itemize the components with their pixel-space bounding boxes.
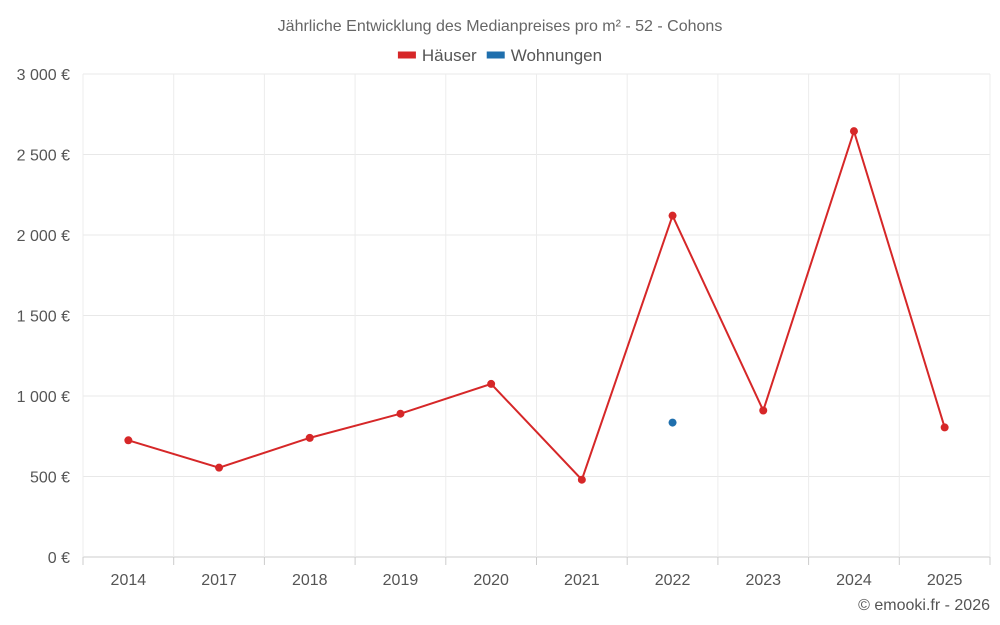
grid <box>82 73 991 558</box>
chart-title: Jährliche Entwicklung des Medianpreises … <box>278 18 723 35</box>
y-tick-label: 1 000 € <box>17 389 70 406</box>
data-point[interactable] <box>577 475 586 484</box>
legend-swatch <box>486 51 505 59</box>
x-tick-label: 2021 <box>564 572 600 589</box>
x-tick-label: 2022 <box>655 572 691 589</box>
data-point[interactable] <box>759 406 768 415</box>
x-tick-label: 2019 <box>383 572 419 589</box>
data-point[interactable] <box>668 211 677 220</box>
data-point[interactable] <box>396 409 405 418</box>
x-tick-label: 2024 <box>836 572 872 589</box>
x-axis: 2014 2017 2018 2019 2020 2021 2022 2023 2024 2025 <box>82 557 991 589</box>
series-line-0 <box>128 127 946 482</box>
y-tick-label: 2 000 € <box>17 228 70 245</box>
y-tick-label: 3 000 € <box>17 67 70 84</box>
y-tick-label: 2 500 € <box>17 148 70 165</box>
x-tick-label: 2020 <box>473 572 509 589</box>
x-tick-label: 2014 <box>111 572 147 589</box>
x-tick-label: 2025 <box>927 572 963 589</box>
data-point[interactable] <box>940 423 949 432</box>
data-point[interactable] <box>849 127 858 136</box>
data-point[interactable] <box>124 436 133 445</box>
x-tick-label: 2023 <box>745 572 781 589</box>
x-tick-label: 2018 <box>292 572 328 589</box>
data-point[interactable] <box>305 433 314 442</box>
y-tick-label: 1 500 € <box>17 309 70 326</box>
data-point[interactable] <box>487 379 496 388</box>
y-axis: 0 € 500 € 1 000 € 1 500 € 2 000 € 2 500 € 3 00… <box>17 67 70 567</box>
y-tick-label: 0 € <box>48 550 70 567</box>
data-point[interactable] <box>668 418 677 427</box>
legend-label[interactable]: Häuser <box>422 46 477 65</box>
x-tick-label: 2017 <box>201 572 237 589</box>
data-point[interactable] <box>215 463 224 472</box>
credit-text: © emooki.fr - 2026 <box>858 597 990 614</box>
legend-label[interactable]: Wohnungen <box>511 46 602 65</box>
legend-swatch <box>397 51 416 59</box>
legend: Häuser Wohnungen <box>397 46 602 65</box>
y-tick-label: 500 € <box>30 470 70 487</box>
series-layer <box>124 127 949 484</box>
